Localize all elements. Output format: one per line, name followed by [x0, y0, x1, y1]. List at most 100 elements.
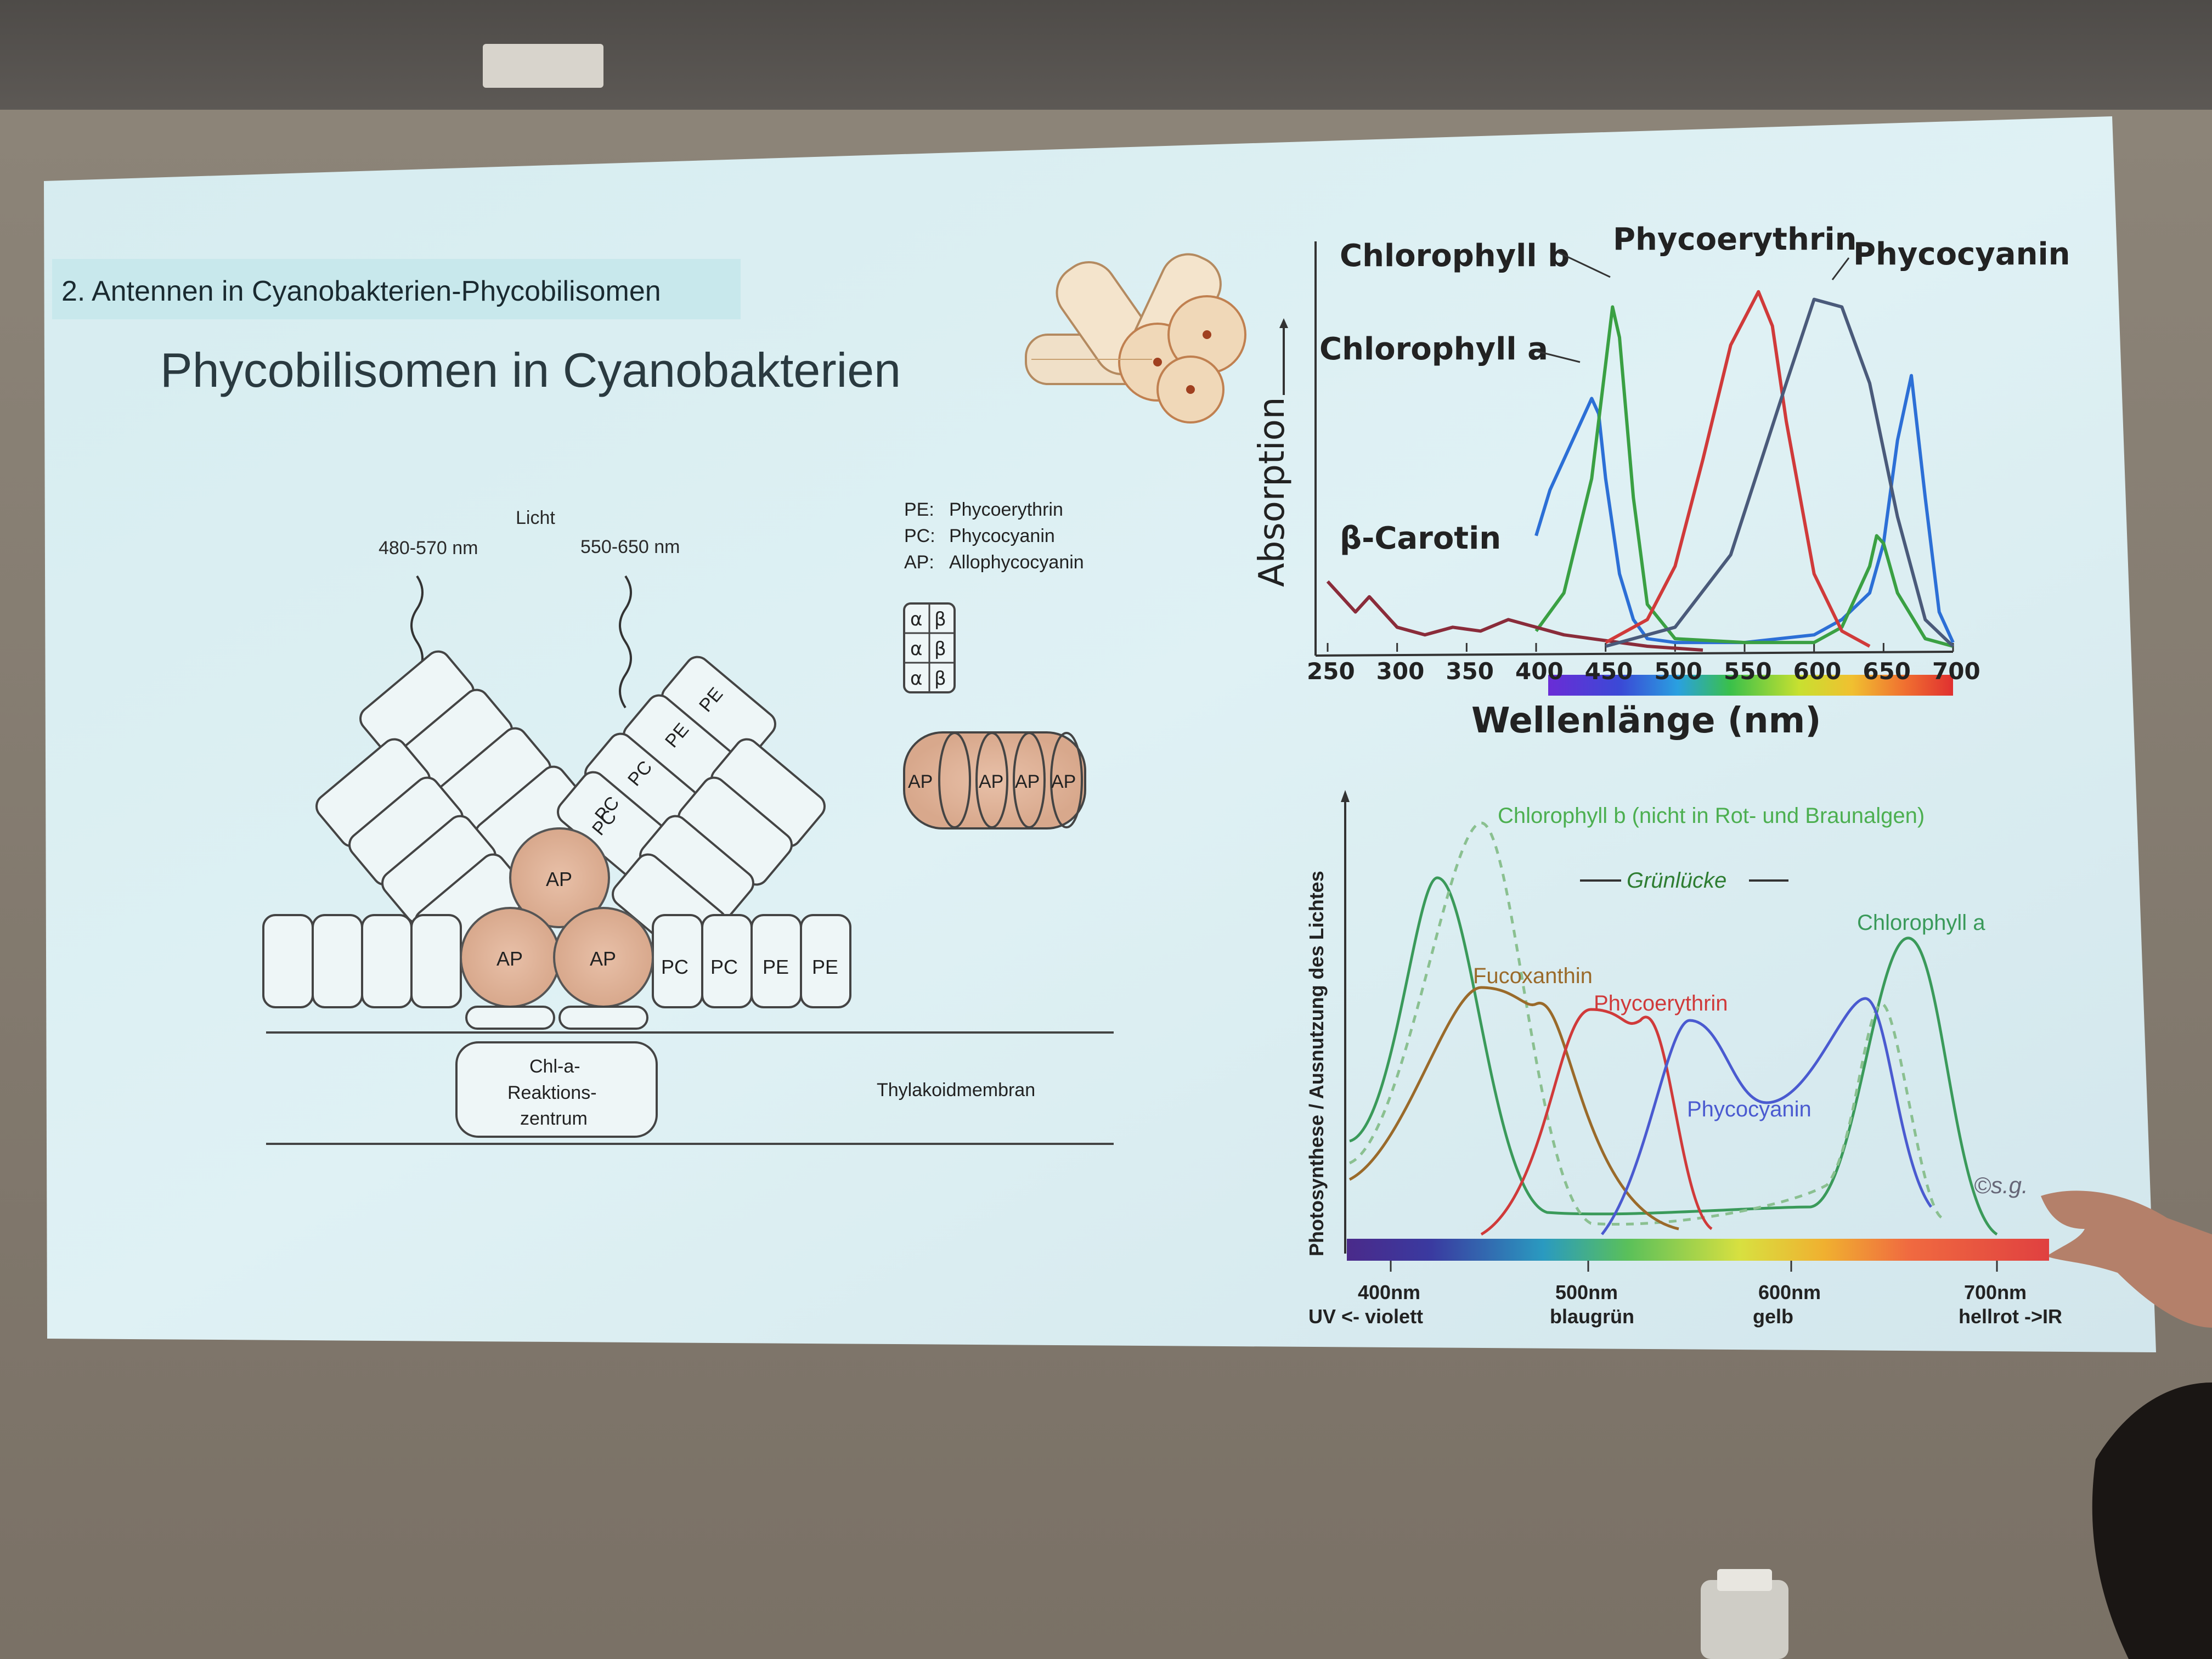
- legend-name: Allophycocyanin: [949, 552, 1084, 573]
- ps-label-phycoerythrin: Phycoerythrin: [1594, 991, 1728, 1015]
- abs-series-label-chl-a: Chlorophyll a: [1319, 331, 1548, 367]
- abs-tick-label: 650: [1863, 658, 1911, 685]
- right-stack-label: PC: [661, 956, 689, 978]
- ps-tick-value: 500nm: [1555, 1281, 1618, 1304]
- reaction-center-line: Reaktions-: [507, 1082, 597, 1103]
- bottle-cap: [1717, 1569, 1772, 1591]
- ps-series: [1348, 821, 1998, 1236]
- ps-series-line-0: [1349, 876, 1998, 1236]
- legend-name: Phycocyanin: [949, 526, 1055, 546]
- abs-series-line-2: [1326, 580, 1703, 652]
- abs-series-label-carotin: β-Carotin: [1340, 521, 1501, 556]
- abs-series-label-phycoerythrin: Phycoerythrin: [1613, 222, 1857, 257]
- wavelength-left-label: 480-570 nm: [379, 538, 478, 558]
- right-stack-label: PC: [710, 956, 738, 978]
- water-bottle: [1701, 1580, 1788, 1659]
- alpha-label: α: [910, 608, 922, 630]
- photosynthesis-chart: Photosynthese / Ausnutzung des Lichtes 4…: [1305, 790, 2062, 1328]
- light-arrow-right: [619, 575, 632, 709]
- membrane-label: Thylakoidmembran: [877, 1080, 1035, 1101]
- abs-tick-label: 300: [1376, 658, 1425, 685]
- abs-tick-label: 350: [1446, 658, 1494, 685]
- wavelength-right-label: 550-650 nm: [580, 537, 680, 557]
- ps-y-label: Photosynthese / Ausnutzung des Lichtes: [1305, 871, 1328, 1256]
- linker-pill: [465, 1006, 555, 1030]
- ap-core-label: AP: [546, 868, 572, 890]
- legend-abbr: PE:: [904, 499, 934, 520]
- section-label: 2. Antennen in Cyanobakterien-Phycobilis…: [61, 275, 661, 307]
- right-stack-label: PE: [812, 956, 838, 978]
- ps-copyright: ©s.g.: [1974, 1172, 2028, 1198]
- linker-pill: [558, 1006, 648, 1030]
- abs-tick-label: 550: [1724, 658, 1772, 685]
- alpha-label: α: [910, 668, 922, 690]
- ps-tick-sub: gelb: [1753, 1305, 1793, 1328]
- ap-core-label: AP: [496, 947, 523, 970]
- ps-label-phycocyanin: Phycocyanin: [1687, 1097, 1812, 1121]
- abs-tick-label: 250: [1307, 658, 1355, 685]
- absorption-chart: Absorption Wellenlänge (nm) 250 300 350 400…: [1252, 222, 2070, 741]
- ps-tick-value: 600nm: [1758, 1281, 1821, 1304]
- section-label-box: [52, 259, 741, 319]
- phycobilisome-illustration: [1025, 253, 1246, 424]
- ps-tick-sub: hellrot ->IR: [1959, 1305, 2062, 1328]
- cylinder-label: AP: [979, 771, 1003, 792]
- ceiling: [0, 0, 2212, 126]
- right-stack-label: PE: [763, 956, 789, 978]
- ps-label-fucoxanthin: Fucoxanthin: [1473, 964, 1593, 988]
- light-label: Licht: [516, 507, 555, 528]
- abs-x-label: Wellenlänge (nm): [1471, 701, 1821, 741]
- left-rod-stack: [315, 650, 590, 963]
- abs-series-line-1: [1534, 305, 1954, 648]
- abs-series-label-phycocyanin: Phycocyanin: [1853, 236, 2070, 272]
- beta-label: β: [934, 608, 946, 630]
- ap-cylinder: AP AP AP AP: [903, 731, 1086, 830]
- ceiling-fixture: [483, 44, 603, 88]
- abs-leader-line: [1536, 350, 1581, 363]
- ps-series-line-2: [1348, 986, 1679, 1231]
- alpha-label: α: [910, 638, 922, 660]
- legend-abbr: AP:: [904, 552, 934, 573]
- slide-title: Phycobilisomen in Cyanobakterien: [160, 343, 901, 397]
- legend-name: Phycoerythrin: [949, 499, 1063, 520]
- ps-y-arrow-head: [1341, 790, 1350, 802]
- abs-series-line-3: [1605, 290, 1871, 648]
- abs-y-label: Absorption: [1252, 397, 1293, 587]
- ps-series-line-4: [1601, 997, 1933, 1235]
- presenter-hand: [2041, 1190, 2212, 1328]
- abs-x-axis: [1315, 651, 1954, 657]
- abs-tick-label: 700: [1932, 658, 1980, 685]
- reaction-center-line: Chl-a-: [529, 1056, 580, 1077]
- ps-tick-value: 400nm: [1358, 1281, 1420, 1304]
- ps-gap-label: Grünlücke: [1627, 868, 1726, 893]
- presenter-head: [2092, 1383, 2212, 1659]
- alpha-beta-subunits: α β α β α β: [903, 602, 956, 693]
- ap-core-label: AP: [590, 947, 616, 970]
- abs-leader-line: [1831, 257, 1850, 280]
- abs-tick-label: 450: [1585, 658, 1633, 685]
- abs-series: [1326, 290, 1955, 652]
- legend-abbr: PC:: [904, 526, 935, 546]
- cylinder-label: AP: [908, 771, 933, 792]
- beta-label: β: [934, 638, 946, 660]
- reaction-center: [455, 1041, 658, 1138]
- right-rod-stack: [557, 656, 826, 963]
- abs-tick-label: 400: [1515, 658, 1564, 685]
- ps-spectrum-bar: [1347, 1239, 2049, 1261]
- cylinder-label: AP: [1051, 771, 1076, 792]
- abs-series-label-chl-b: Chlorophyll b: [1340, 238, 1570, 274]
- ps-series-line-1: [1349, 821, 1943, 1226]
- phycobilisome-diagram: Licht 480-570 nm 550-650 nm: [262, 499, 1114, 1145]
- abs-tick-label: 600: [1793, 658, 1842, 685]
- cylinder-label: AP: [1015, 771, 1040, 792]
- reaction-center-line: zentrum: [520, 1108, 588, 1129]
- ps-tick-sub: blaugrün: [1550, 1305, 1634, 1328]
- ps-label-chl-b: Chlorophyll b (nicht in Rot- und Braunal…: [1498, 804, 1925, 828]
- ps-tick-sub: UV <- violett: [1308, 1305, 1423, 1328]
- beta-label: β: [934, 668, 946, 690]
- membrane-cylinders: [262, 914, 851, 1008]
- abs-spectrum-bar: [1548, 675, 1953, 696]
- ps-series-line-3: [1480, 1008, 1713, 1236]
